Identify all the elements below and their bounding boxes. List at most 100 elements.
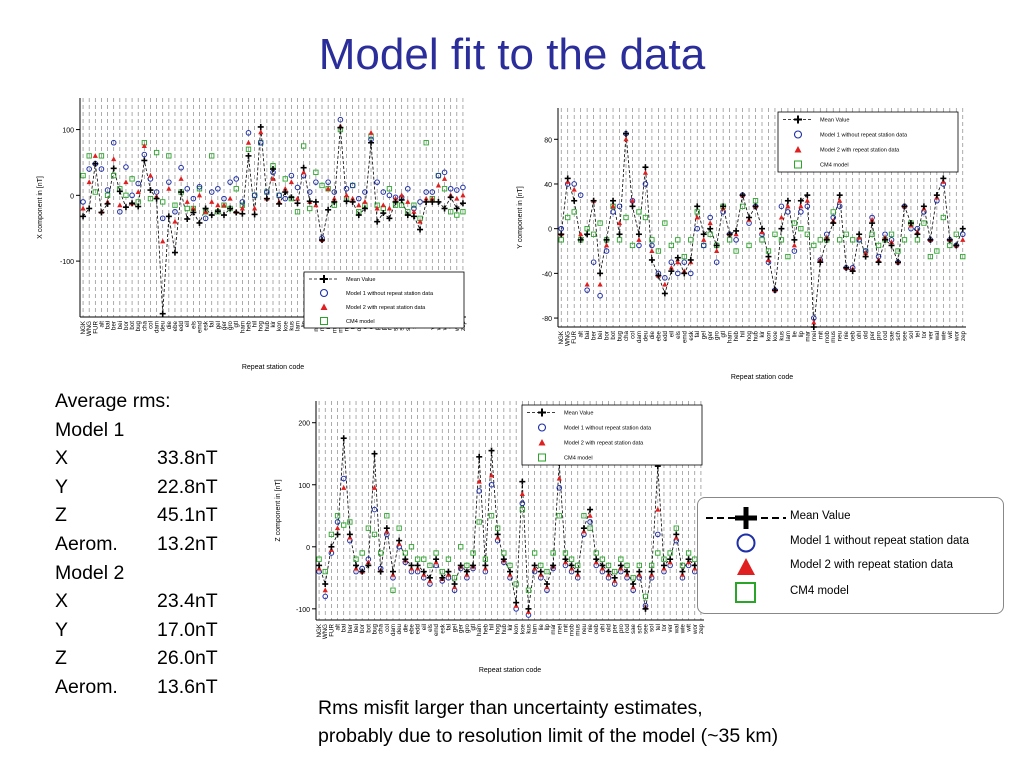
model2-point	[282, 185, 288, 191]
slide-title: Model fit to the data	[318, 30, 706, 79]
x-tick-label: ver	[927, 331, 934, 340]
model1-point	[785, 209, 791, 215]
model2-point	[597, 281, 603, 287]
cm4-point	[104, 192, 111, 198]
cm4-point	[746, 242, 752, 249]
mean-point	[414, 562, 421, 569]
mean-point	[584, 231, 591, 238]
mean-point	[337, 124, 344, 131]
rms-component: Aerom.	[55, 675, 118, 698]
mean-point	[765, 253, 772, 260]
model2-point	[571, 186, 577, 192]
cm4-point	[386, 186, 393, 192]
model1-point	[80, 199, 86, 205]
x-tick-label: gro	[227, 320, 234, 330]
model2-point	[221, 202, 227, 208]
mean-point	[679, 568, 686, 575]
x-tick-label: mob	[569, 623, 576, 636]
cm4-point	[688, 237, 694, 243]
model2-point	[556, 475, 562, 481]
x-tick-label: kir	[759, 331, 766, 338]
mean-point	[184, 216, 191, 223]
model1-point	[245, 130, 252, 136]
mean-point	[661, 290, 668, 297]
x-tick-label: eil	[184, 321, 191, 327]
cm4-point	[282, 176, 288, 182]
x-tick-label: kus	[778, 331, 785, 341]
cm4-point	[765, 248, 772, 254]
x-tick-label: dam	[154, 321, 161, 333]
cm4-point	[739, 203, 746, 209]
cm4-point	[538, 562, 544, 569]
model2-point	[141, 143, 147, 149]
model1-point	[441, 169, 448, 176]
x-tick-label: fal	[694, 331, 701, 338]
y-tick-label: -40	[542, 271, 552, 278]
cm4-point	[772, 231, 778, 237]
mean-point	[365, 562, 372, 569]
mean-point	[630, 581, 637, 588]
x-tick-label: tor	[661, 624, 668, 631]
model2-point	[519, 491, 525, 497]
x-tick-label: kon	[276, 320, 283, 331]
mean-point	[122, 204, 129, 211]
cm4-point	[464, 562, 470, 569]
mean-point	[404, 212, 411, 219]
legend-label: Model 2 with repeat station data	[790, 559, 954, 571]
x-tick-label: per	[869, 331, 876, 340]
mean-point	[875, 259, 882, 266]
x-tick-label: emd	[196, 320, 203, 333]
mean-point	[564, 175, 571, 182]
model1-point	[571, 181, 577, 187]
legend-model1: Model 1 without repeat station data	[698, 531, 1003, 555]
x-tick-label: old	[863, 330, 870, 339]
mean-point	[482, 562, 489, 569]
cm4-point	[98, 153, 105, 159]
mean-point	[202, 205, 209, 212]
cm4-point	[80, 172, 86, 179]
x-tick-label: lam	[532, 624, 539, 634]
model1-point	[836, 203, 843, 210]
x-tick-label: hub	[753, 330, 760, 341]
x-tick-label: sch	[636, 623, 643, 633]
model1-point	[276, 192, 282, 199]
model2-point	[655, 506, 661, 512]
mean-point	[920, 203, 927, 210]
mean-point	[862, 253, 869, 260]
model1-point	[603, 248, 610, 254]
model1-point	[798, 209, 804, 215]
x-tick-label: bei	[597, 331, 604, 339]
mean-point	[513, 599, 520, 606]
x-tick-label: wor	[953, 331, 960, 342]
mean-point	[417, 226, 424, 233]
conclusion-note: Rms misfit larger than uncertainty estim…	[318, 694, 968, 750]
model2-point	[123, 179, 129, 185]
rms-row: X 33.8nT	[55, 444, 265, 473]
x-tick-label: cha	[623, 330, 630, 341]
cm4-point	[616, 237, 623, 243]
x-tick-label: bai	[341, 624, 348, 632]
model2-point	[371, 485, 378, 490]
model2-point	[190, 205, 196, 211]
x-tick-label: bor	[123, 321, 130, 330]
cm4-point	[679, 562, 686, 569]
model1-point	[447, 185, 454, 192]
cm4-point	[940, 214, 946, 221]
x-tick-label: FUR	[328, 623, 335, 636]
x-tick-label: tel	[914, 331, 921, 338]
cm4-point	[624, 562, 630, 569]
legend-entry: Model 2 with repeat station data	[564, 441, 644, 447]
cm4-point	[233, 186, 239, 192]
x-tick-label: ebe	[655, 330, 662, 341]
model2-point	[863, 250, 869, 256]
mean-point	[389, 568, 396, 575]
mean-point	[380, 210, 387, 217]
model1-point	[196, 183, 203, 190]
cm4-point	[411, 202, 417, 208]
model2-point	[869, 216, 875, 222]
cm4-point	[86, 153, 92, 159]
model1-point	[233, 176, 240, 182]
mean-point	[797, 197, 804, 204]
mean-point	[691, 562, 698, 569]
mean-point	[392, 198, 399, 205]
